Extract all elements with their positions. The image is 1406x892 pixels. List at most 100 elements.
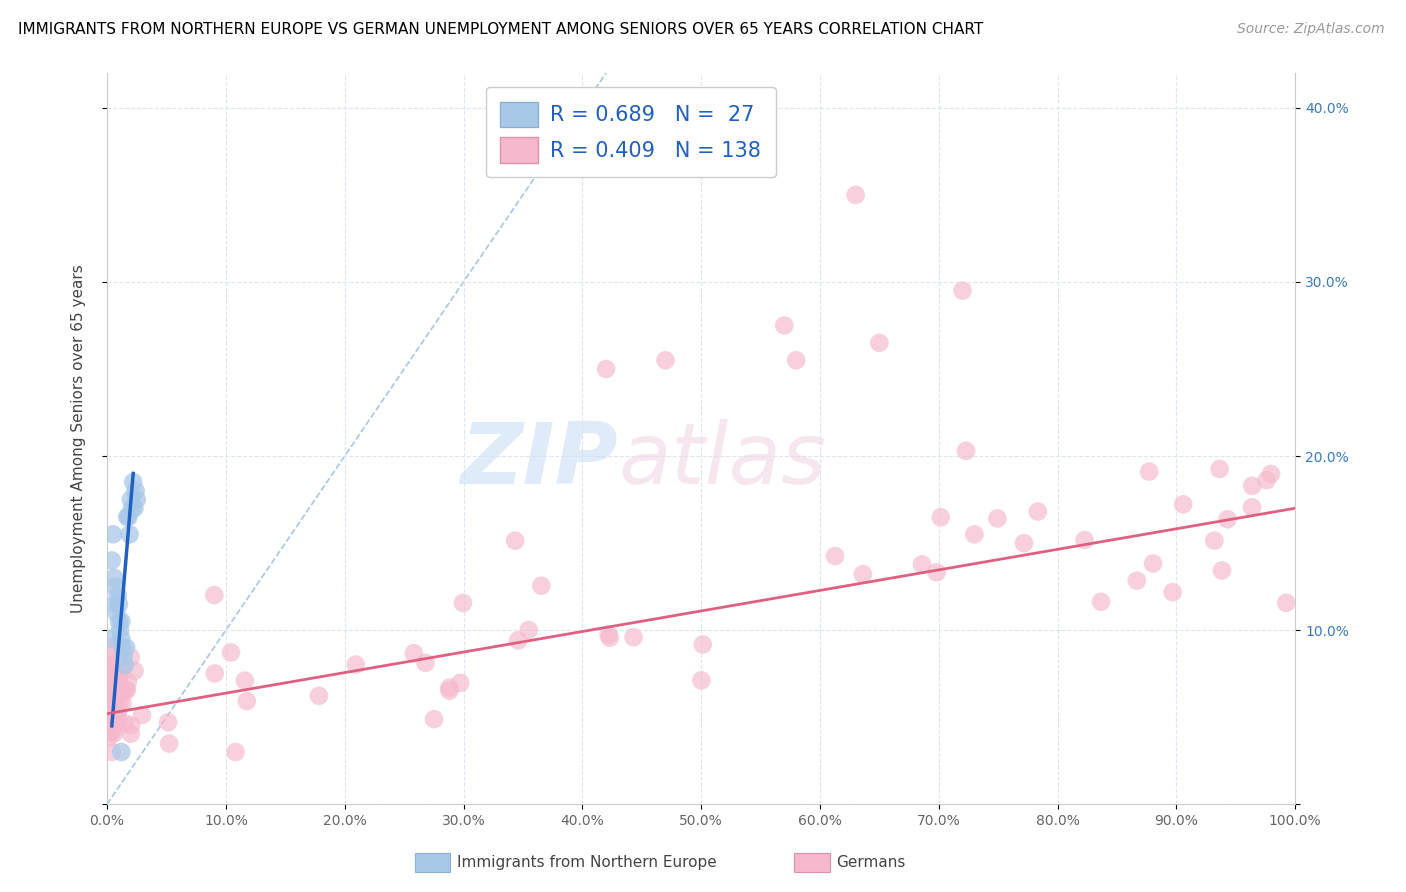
Point (97, 690, 120, 704)
Point (98, 692, 121, 706)
Point (100, 698, 122, 712)
Point (110, 745, 132, 759)
Point (1260, 467, 1282, 481)
Point (402, 646, 425, 660)
Point (423, 712, 446, 726)
Point (1204, 533, 1226, 548)
Point (120, 727, 142, 741)
Point (100, 657, 122, 672)
Point (508, 633, 530, 648)
Point (1240, 500, 1263, 515)
Point (97, 698, 120, 713)
Point (1275, 596, 1298, 610)
Point (107, 714, 129, 728)
Point (108, 623, 131, 637)
Point (97, 657, 120, 672)
Point (101, 693, 124, 707)
Point (344, 657, 367, 672)
Point (108, 597, 131, 611)
Point (101, 684, 124, 698)
Point (868, 335, 890, 350)
Point (110, 615, 132, 629)
Point (911, 558, 934, 572)
Point (114, 657, 136, 672)
Point (98, 725, 121, 739)
Point (97, 676, 120, 690)
Point (117, 510, 139, 524)
Point (98, 700, 121, 714)
Point (595, 362, 617, 376)
Point (103, 674, 125, 689)
Point (97, 682, 120, 697)
Point (439, 681, 461, 695)
Point (1256, 473, 1278, 487)
Point (124, 483, 146, 498)
Point (101, 719, 124, 733)
Point (103, 668, 125, 682)
Point (124, 501, 146, 516)
Point (202, 588, 225, 602)
Point (103, 714, 125, 729)
Text: Source: ZipAtlas.com: Source: ZipAtlas.com (1237, 22, 1385, 37)
Point (97, 705, 120, 719)
Text: Germans: Germans (837, 855, 905, 870)
Point (929, 510, 952, 524)
Point (101, 723, 124, 738)
Point (219, 646, 242, 660)
Point (1126, 574, 1149, 588)
Point (114, 716, 136, 731)
Point (107, 671, 129, 685)
Point (125, 492, 148, 507)
Point (98, 665, 121, 679)
Point (100, 689, 122, 703)
Point (101, 681, 124, 695)
Point (103, 671, 125, 685)
Text: IMMIGRANTS FROM NORTHERN EUROPE VS GERMAN UNEMPLOYMENT AMONG SENIORS OVER 65 YEA: IMMIGRANTS FROM NORTHERN EUROPE VS GERMA… (18, 22, 984, 37)
Point (623, 630, 645, 644)
Point (233, 673, 256, 688)
Point (105, 668, 128, 682)
Point (101, 717, 124, 731)
Point (773, 318, 796, 333)
Point (103, 571, 125, 585)
Point (852, 567, 875, 582)
Point (111, 665, 134, 679)
Point (115, 682, 138, 697)
Point (117, 674, 139, 689)
Point (415, 656, 437, 670)
Point (530, 579, 553, 593)
Point (690, 673, 713, 688)
Point (111, 697, 134, 711)
Point (824, 549, 846, 563)
Point (115, 640, 138, 655)
Point (97, 657, 120, 672)
Point (103, 676, 125, 690)
Point (692, 637, 714, 651)
Point (100, 678, 122, 692)
Point (955, 443, 977, 458)
Point (118, 527, 141, 541)
Point (503, 533, 526, 548)
Point (98, 661, 121, 675)
Point (108, 669, 131, 683)
Point (1090, 595, 1112, 609)
Point (104, 702, 127, 716)
Point (1012, 536, 1035, 550)
Point (97, 719, 120, 733)
Point (204, 666, 226, 681)
Point (97, 706, 120, 721)
Point (110, 632, 132, 646)
Point (97, 698, 120, 712)
Point (98, 657, 121, 672)
Point (845, 187, 868, 202)
Point (1142, 557, 1164, 571)
Point (117, 510, 139, 524)
Point (785, 353, 807, 368)
Point (236, 694, 259, 708)
Point (120, 718, 142, 732)
Point (97, 672, 120, 686)
Point (1161, 585, 1184, 599)
Point (439, 683, 461, 698)
Point (100, 714, 122, 728)
Y-axis label: Unemployment Among Seniors over 65 years: Unemployment Among Seniors over 65 years (72, 264, 86, 613)
